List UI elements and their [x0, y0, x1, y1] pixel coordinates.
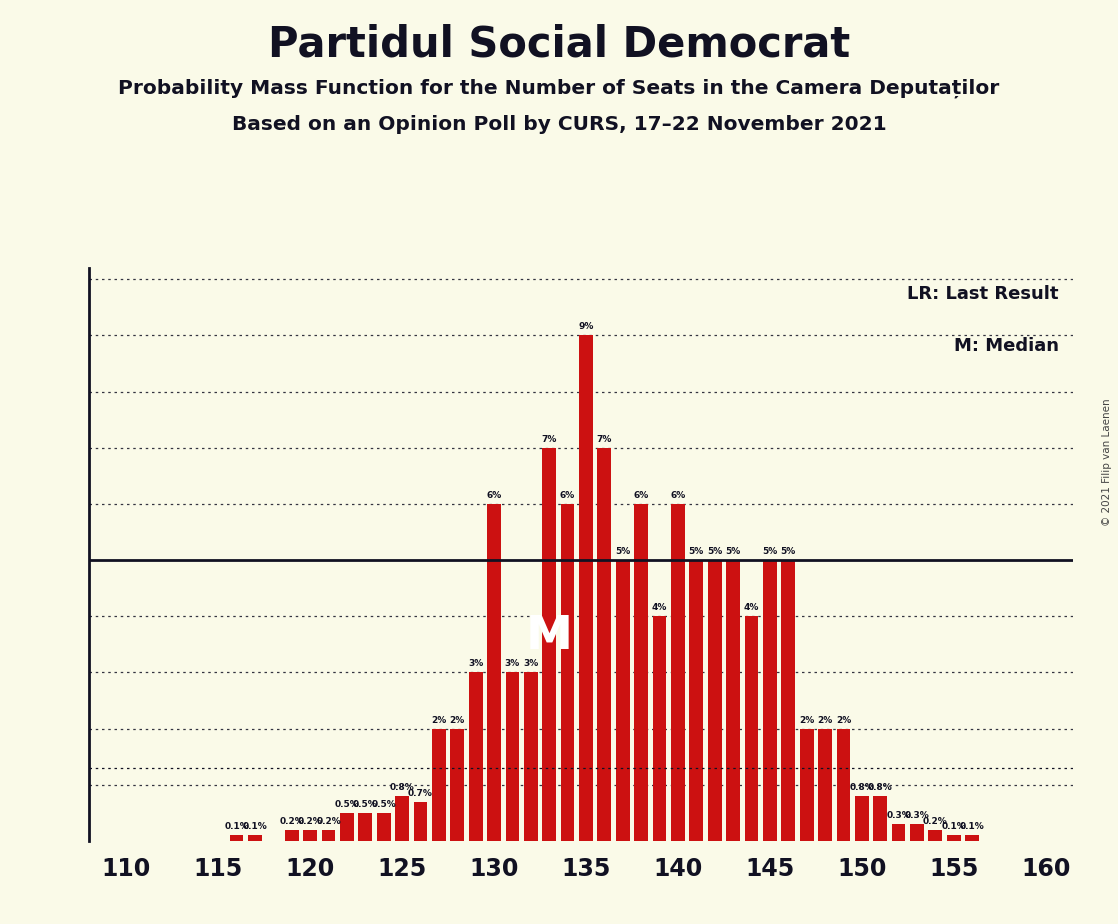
- Bar: [579, 335, 593, 841]
- Bar: [542, 448, 556, 841]
- Text: 5%: 5%: [615, 547, 631, 556]
- Bar: [229, 835, 244, 841]
- Text: 4%: 4%: [652, 603, 667, 613]
- Bar: [322, 830, 335, 841]
- Text: 0.7%: 0.7%: [408, 788, 433, 797]
- Bar: [799, 728, 814, 841]
- Text: LR: Last Result: LR: Last Result: [907, 286, 1059, 303]
- Text: 0.5%: 0.5%: [334, 800, 359, 808]
- Text: 0.5%: 0.5%: [371, 800, 396, 808]
- Bar: [873, 796, 887, 841]
- Text: 0.8%: 0.8%: [868, 783, 892, 792]
- Text: 5%: 5%: [707, 547, 722, 556]
- Text: 6%: 6%: [634, 491, 648, 500]
- Text: 5%: 5%: [780, 547, 796, 556]
- Bar: [855, 796, 869, 841]
- Text: 0.3%: 0.3%: [904, 811, 929, 821]
- Bar: [836, 728, 851, 841]
- Text: M: M: [525, 614, 572, 659]
- Text: 0.5%: 0.5%: [353, 800, 378, 808]
- Bar: [947, 835, 960, 841]
- Bar: [616, 560, 629, 841]
- Text: 7%: 7%: [541, 435, 557, 444]
- Bar: [653, 616, 666, 841]
- Text: 4%: 4%: [743, 603, 759, 613]
- Text: 0.3%: 0.3%: [887, 811, 911, 821]
- Text: 6%: 6%: [486, 491, 502, 500]
- Text: 0.2%: 0.2%: [316, 817, 341, 826]
- Text: 6%: 6%: [560, 491, 575, 500]
- Bar: [928, 830, 942, 841]
- Text: 3%: 3%: [504, 660, 520, 668]
- Bar: [818, 728, 832, 841]
- Bar: [727, 560, 740, 841]
- Text: 5%: 5%: [762, 547, 777, 556]
- Text: 3%: 3%: [468, 660, 483, 668]
- Bar: [377, 813, 390, 841]
- Text: 0.1%: 0.1%: [225, 822, 249, 832]
- Bar: [781, 560, 795, 841]
- Bar: [708, 560, 721, 841]
- Text: 0.2%: 0.2%: [923, 817, 948, 826]
- Text: Partidul Social Democrat: Partidul Social Democrat: [268, 23, 850, 65]
- Text: 2%: 2%: [799, 715, 814, 724]
- Text: 2%: 2%: [836, 715, 851, 724]
- Bar: [634, 504, 648, 841]
- Text: © 2021 Filip van Laenen: © 2021 Filip van Laenen: [1102, 398, 1112, 526]
- Bar: [487, 504, 501, 841]
- Text: 6%: 6%: [671, 491, 685, 500]
- Text: 5%: 5%: [689, 547, 704, 556]
- Bar: [505, 673, 519, 841]
- Text: 0.1%: 0.1%: [243, 822, 267, 832]
- Bar: [965, 835, 979, 841]
- Text: Probability Mass Function for the Number of Seats in the Camera Deputaților: Probability Mass Function for the Number…: [119, 79, 999, 98]
- Bar: [762, 560, 777, 841]
- Text: 2%: 2%: [817, 715, 833, 724]
- Bar: [690, 560, 703, 841]
- Text: 0.2%: 0.2%: [297, 817, 322, 826]
- Text: 0.1%: 0.1%: [959, 822, 985, 832]
- Text: 5%: 5%: [726, 547, 741, 556]
- Text: 3%: 3%: [523, 660, 539, 668]
- Text: 9%: 9%: [578, 322, 594, 332]
- Bar: [597, 448, 612, 841]
- Text: 0.8%: 0.8%: [390, 783, 415, 792]
- Bar: [468, 673, 483, 841]
- Bar: [892, 824, 906, 841]
- Text: M: Median: M: Median: [954, 336, 1059, 355]
- Text: Based on an Opinion Poll by CURS, 17–22 November 2021: Based on an Opinion Poll by CURS, 17–22 …: [231, 116, 887, 135]
- Bar: [359, 813, 372, 841]
- Text: 0.8%: 0.8%: [850, 783, 874, 792]
- Text: 0.2%: 0.2%: [280, 817, 304, 826]
- Bar: [910, 824, 923, 841]
- Bar: [745, 616, 758, 841]
- Text: 7%: 7%: [597, 435, 612, 444]
- Bar: [451, 728, 464, 841]
- Bar: [285, 830, 299, 841]
- Bar: [432, 728, 446, 841]
- Bar: [340, 813, 353, 841]
- Bar: [248, 835, 262, 841]
- Text: 2%: 2%: [432, 715, 446, 724]
- Text: 2%: 2%: [449, 715, 465, 724]
- Bar: [395, 796, 409, 841]
- Text: 0.1%: 0.1%: [941, 822, 966, 832]
- Bar: [303, 830, 318, 841]
- Bar: [524, 673, 538, 841]
- Bar: [414, 801, 427, 841]
- Bar: [560, 504, 575, 841]
- Bar: [671, 504, 685, 841]
